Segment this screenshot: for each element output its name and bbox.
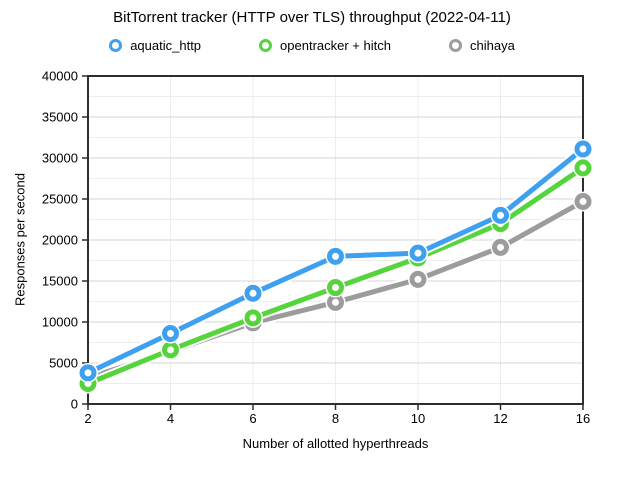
legend-item-opentracker-hitch: opentracker + hitch [259, 38, 391, 53]
y-tick-label: 35000 [42, 110, 78, 125]
legend-marker-icon [259, 39, 273, 52]
data-point-marker [162, 324, 179, 342]
data-point-marker [574, 159, 592, 177]
chart-title: BitTorrent tracker (HTTP over TLS) throu… [113, 9, 511, 26]
y-tick-label: 25000 [42, 192, 78, 207]
x-axis-title: Number of allotted hyperthreads [242, 436, 429, 451]
y-tick-label: 30000 [42, 151, 78, 166]
y-tick-label: 10000 [42, 315, 78, 330]
data-point-marker [409, 244, 427, 262]
y-axis-title: Responses per second [12, 173, 28, 306]
legend-marker-icon [109, 39, 123, 52]
legend-label: aquatic_http [130, 38, 202, 53]
legend-label: chihaya [469, 38, 515, 53]
legend-label: opentracker + hitch [280, 38, 391, 53]
data-point-marker [574, 140, 592, 158]
y-tick-label: 40000 [42, 69, 78, 84]
x-tick-label: 10 [411, 411, 425, 426]
x-tick-label: 2 [84, 411, 91, 426]
legend-marker-icon [448, 39, 462, 52]
x-tick-label: 16 [576, 411, 590, 426]
y-tick-label: 5000 [49, 356, 78, 371]
data-point-marker [244, 309, 262, 327]
data-point-marker [327, 247, 344, 265]
legend-item-aquatic-http: aquatic_http [109, 38, 201, 53]
data-point-marker [327, 279, 344, 297]
data-point-marker [492, 238, 509, 256]
data-point-marker [244, 284, 262, 302]
data-point-marker [162, 341, 179, 359]
y-tick-label: 0 [71, 397, 78, 412]
data-point-marker [574, 192, 592, 210]
data-point-marker [409, 270, 427, 288]
chart-legend: aquatic_http opentracker + hitch chihaya [0, 38, 624, 53]
x-tick-label: 12 [493, 411, 507, 426]
legend-item-chihaya: chihaya [448, 38, 515, 53]
x-tick-label: 4 [167, 411, 174, 426]
x-tick-label: 6 [249, 411, 256, 426]
data-point-marker [327, 293, 344, 311]
y-tick-label: 15000 [42, 274, 78, 289]
y-tick-label: 20000 [42, 233, 78, 248]
x-tick-label: 8 [332, 411, 339, 426]
data-point-marker [79, 364, 97, 382]
data-point-marker [492, 206, 509, 224]
